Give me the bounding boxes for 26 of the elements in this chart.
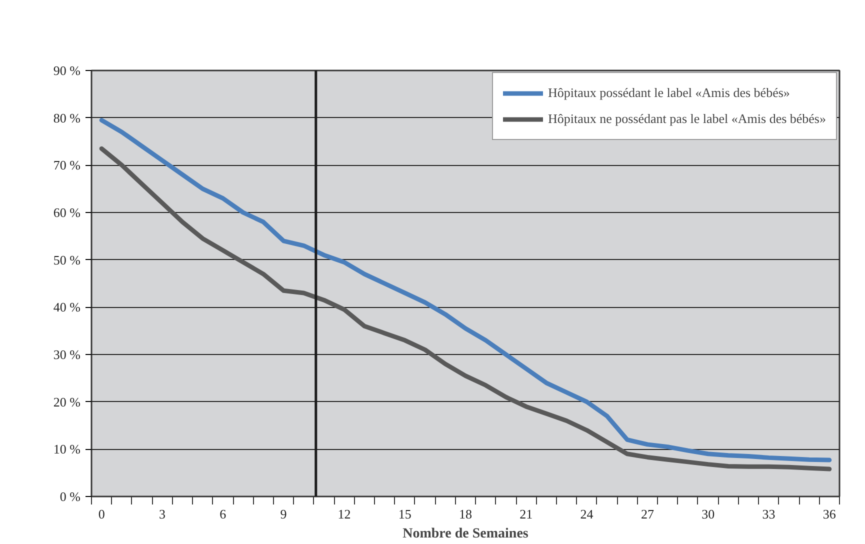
- y-tick-label: 10 %: [53, 442, 81, 457]
- x-tick-label: 3: [159, 506, 166, 522]
- x-tick-label: 33: [762, 506, 776, 522]
- y-tick-label: 70 %: [53, 158, 81, 173]
- x-tick-label: 9: [280, 506, 287, 522]
- x-tick-label: 36: [822, 506, 836, 522]
- y-tick-label: 40 %: [53, 300, 81, 315]
- x-tick-label: 15: [398, 506, 412, 522]
- x-axis-title: Nombre de Semaines: [402, 526, 529, 542]
- x-tick-label: 30: [702, 506, 715, 522]
- x-tick-label: 21: [520, 506, 533, 522]
- x-tick-label: 6: [220, 506, 227, 522]
- x-tick-label: 24: [580, 506, 594, 522]
- y-tick-label: 60 %: [53, 205, 81, 220]
- y-tick-label: 80 %: [53, 110, 81, 126]
- x-tick-label: 18: [459, 506, 472, 522]
- y-tick-label: 20 %: [53, 394, 81, 410]
- legend-label: Hôpitaux ne possédant pas le label «Amis des bébés»: [548, 111, 826, 127]
- x-tick-label: 12: [338, 506, 351, 522]
- y-tick-label: 30 %: [53, 347, 81, 362]
- legend-label: Hôpitaux possédant le label «Amis des bébés»: [548, 85, 790, 101]
- y-tick-label: 90 %: [53, 63, 81, 78]
- x-tick-label: 0: [98, 506, 105, 522]
- y-tick-label: 50 %: [53, 252, 81, 268]
- y-tick-label: 0 %: [60, 489, 81, 504]
- x-tick-label: 27: [640, 506, 654, 522]
